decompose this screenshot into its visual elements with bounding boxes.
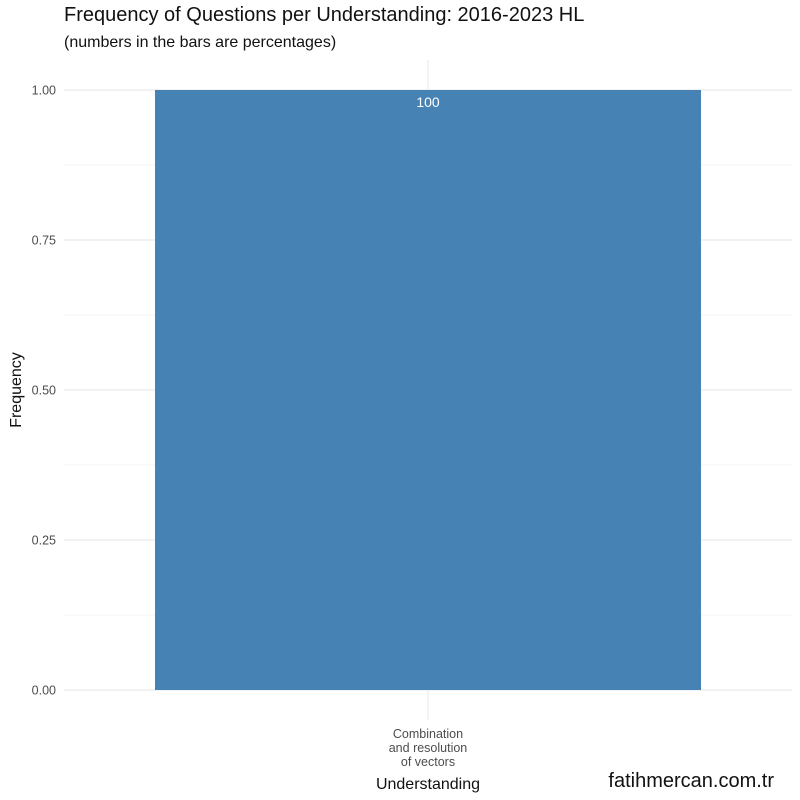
x-tick-label-line: of vectors [401,755,455,769]
bar [155,90,701,690]
x-tick-label: Combination and resolution of vectors [389,727,468,769]
y-tick-label: 0.00 [32,684,56,698]
y-tick-label: 0.50 [32,384,56,398]
watermark-text: fatihmercan.com.tr [608,770,774,792]
y-axis-title: Frequency [8,352,25,428]
y-tick-label: 0.25 [32,534,56,548]
x-tick-label-line: Combination [393,727,463,741]
chart-subtitle: (numbers in the bars are percentages) [64,34,337,51]
chart-title: Frequency of Questions per Understanding… [64,4,585,26]
y-tick-label: 0.75 [32,234,56,248]
x-tick-label-line: and resolution [389,741,468,755]
x-axis-title: Understanding [376,776,480,793]
bar-data-label: 100 [416,94,440,110]
y-tick-label: 1.00 [32,84,56,98]
